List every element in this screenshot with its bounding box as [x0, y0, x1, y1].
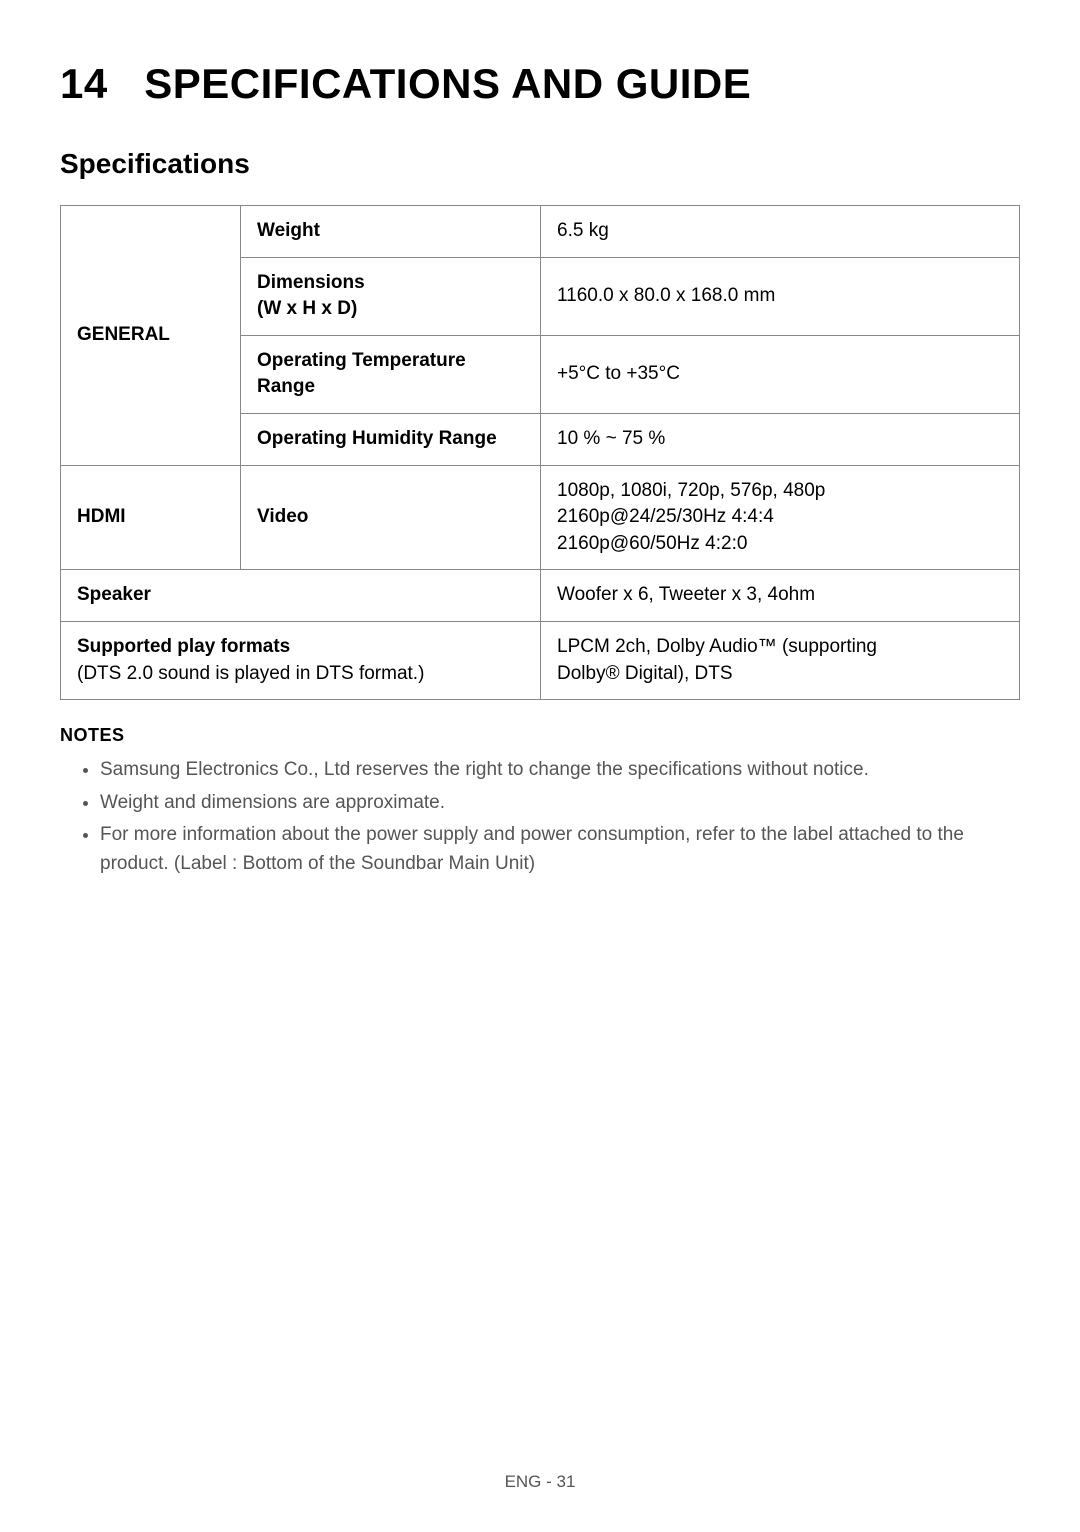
specifications-table: GENERAL Weight 6.5 kg Dimensions (W x H … — [60, 205, 1020, 700]
table-row: HDMI Video 1080p, 1080i, 720p, 576p, 480… — [61, 465, 1020, 570]
video-value-line1: 1080p, 1080i, 720p, 576p, 480p — [557, 480, 825, 501]
hdmi-label: HDMI — [61, 465, 241, 570]
list-item: Weight and dimensions are approximate. — [100, 789, 1020, 818]
chapter-title: 14 SPECIFICATIONS AND GUIDE — [60, 60, 1020, 108]
dimensions-label: Dimensions (W x H x D) — [241, 257, 541, 335]
chapter-name: SPECIFICATIONS AND GUIDE — [144, 60, 751, 107]
formats-value-line1: LPCM 2ch, Dolby Audio™ (supporting — [557, 636, 877, 657]
formats-label-line2: (DTS 2.0 sound is played in DTS format.) — [77, 663, 424, 684]
video-value-line2: 2160p@24/25/30Hz 4:4:4 — [557, 506, 774, 527]
dimensions-label-line1: Dimensions — [257, 272, 365, 293]
notes-heading: NOTES — [60, 725, 1020, 746]
table-row: Speaker Woofer x 6, Tweeter x 3, 4ohm — [61, 570, 1020, 622]
formats-value: LPCM 2ch, Dolby Audio™ (supporting Dolby… — [541, 621, 1020, 699]
video-value: 1080p, 1080i, 720p, 576p, 480p 2160p@24/… — [541, 465, 1020, 570]
video-value-line3: 2160p@60/50Hz 4:2:0 — [557, 533, 747, 554]
dimensions-value: 1160.0 x 80.0 x 168.0 mm — [541, 257, 1020, 335]
general-label: GENERAL — [61, 206, 241, 466]
weight-label: Weight — [241, 206, 541, 258]
speaker-label: Speaker — [61, 570, 541, 622]
humidity-value: 10 % ~ 75 % — [541, 413, 1020, 465]
dimensions-label-line2: (W x H x D) — [257, 298, 357, 319]
table-row: GENERAL Weight 6.5 kg — [61, 206, 1020, 258]
temp-label: Operating Temperature Range — [241, 335, 541, 413]
weight-value: 6.5 kg — [541, 206, 1020, 258]
list-item: Samsung Electronics Co., Ltd reserves th… — [100, 756, 1020, 785]
video-label: Video — [241, 465, 541, 570]
speaker-value: Woofer x 6, Tweeter x 3, 4ohm — [541, 570, 1020, 622]
humidity-label: Operating Humidity Range — [241, 413, 541, 465]
notes-list: Samsung Electronics Co., Ltd reserves th… — [60, 756, 1020, 878]
temp-value: +5°C to +35°C — [541, 335, 1020, 413]
formats-label: Supported play formats (DTS 2.0 sound is… — [61, 621, 541, 699]
section-title: Specifications — [60, 148, 1020, 180]
table-row: Supported play formats (DTS 2.0 sound is… — [61, 621, 1020, 699]
page-footer: ENG - 31 — [0, 1472, 1080, 1492]
formats-value-line2: Dolby® Digital), DTS — [557, 663, 733, 684]
formats-label-line1: Supported play formats — [77, 636, 290, 657]
list-item: For more information about the power sup… — [100, 821, 1020, 878]
chapter-number: 14 — [60, 60, 108, 107]
